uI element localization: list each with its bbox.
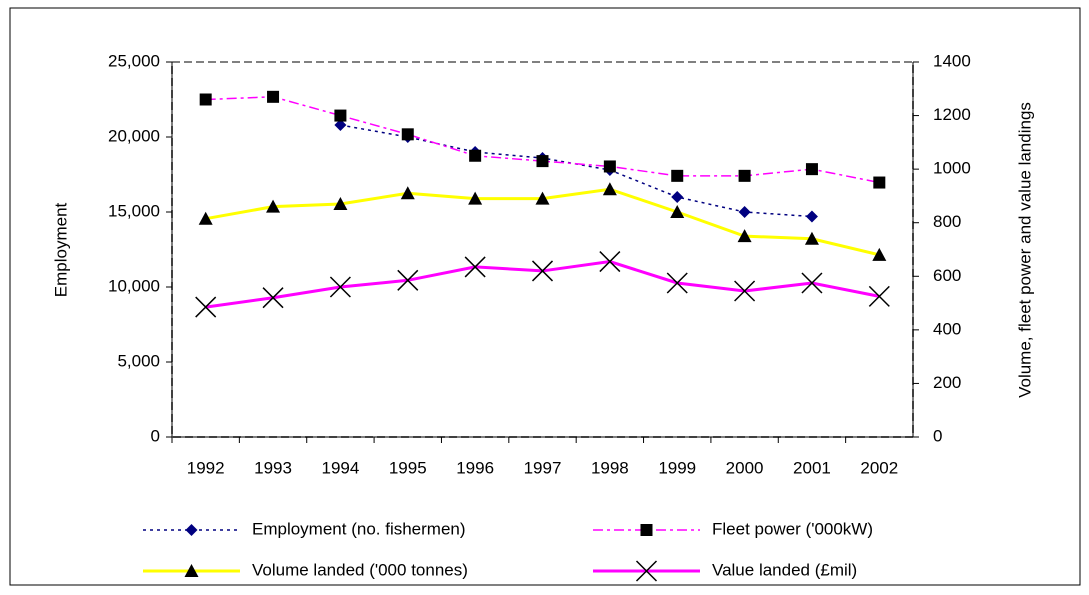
y-tick-label: 5,000 (117, 351, 160, 370)
data-point (195, 296, 217, 318)
legend-label: Fleet power ('000kW) (712, 519, 873, 538)
chart-frame (9, 7, 1081, 586)
x-tick-label: 1992 (187, 458, 225, 477)
y2-tick-label: 1400 (933, 51, 971, 70)
x-tick-label: 2002 (860, 458, 898, 477)
y-axis-label: Employment (51, 202, 70, 297)
y2-tick-label: 800 (933, 212, 961, 231)
data-point (801, 272, 823, 294)
y-tick-label: 25,000 (108, 51, 160, 70)
data-point (738, 206, 751, 218)
data-point (334, 119, 347, 131)
data-point (468, 191, 483, 205)
data-point (334, 109, 347, 122)
data-point (266, 199, 281, 213)
data-point (536, 155, 549, 168)
data-point (602, 182, 617, 196)
x-tick-label: 1997 (524, 458, 562, 477)
legend-marker (185, 524, 198, 536)
legend-marker (640, 524, 653, 536)
data-point (737, 229, 752, 243)
data-point (199, 93, 212, 106)
x-tick-label: 1998 (591, 458, 629, 477)
x-tick-label: 1999 (658, 458, 696, 477)
data-point (804, 231, 819, 245)
data-point (397, 269, 419, 291)
x-tick-label: 1994 (321, 458, 359, 477)
y2-tick-label: 400 (933, 319, 961, 338)
y2-tick-label: 200 (933, 373, 961, 392)
legend-label: Employment (no. fishermen) (252, 519, 466, 538)
x-tick-label: 2001 (793, 458, 831, 477)
legend-marker (635, 560, 658, 582)
y2-axis-label: Volume, fleet power and value landings (1015, 102, 1034, 398)
data-point (198, 211, 213, 225)
legend-label: Volume landed ('000 tonnes) (252, 560, 468, 579)
data-point (599, 251, 621, 273)
data-point (329, 276, 351, 298)
data-point (805, 210, 818, 223)
data-point (535, 191, 550, 205)
y-tick-label: 10,000 (108, 276, 160, 295)
y2-tick-label: 600 (933, 266, 961, 285)
x-tick-label: 1993 (254, 458, 292, 477)
y-tick-label: 20,000 (108, 126, 160, 145)
data-point (603, 160, 616, 173)
data-point (872, 247, 887, 261)
y2-tick-label: 1200 (933, 105, 971, 124)
data-point (805, 163, 818, 176)
data-point (333, 196, 348, 210)
data-point (873, 176, 886, 189)
data-point (738, 169, 751, 182)
y-tick-label: 0 (151, 426, 160, 445)
y2-tick-label: 1000 (933, 159, 971, 178)
data-point (666, 272, 688, 294)
data-point (262, 287, 284, 309)
y-tick-label: 15,000 (108, 201, 160, 220)
data-point (464, 256, 486, 278)
x-tick-label: 1995 (389, 458, 427, 477)
data-point (671, 191, 684, 203)
legend-label: Value landed (£mil) (712, 560, 857, 579)
legend-marker (184, 564, 199, 577)
data-point (670, 205, 685, 218)
data-point (401, 128, 414, 141)
data-point (469, 149, 482, 162)
x-tick-label: 2000 (726, 458, 764, 477)
data-point (267, 90, 280, 103)
data-point (531, 260, 554, 282)
data-point (868, 285, 890, 307)
y2-tick-label: 0 (933, 426, 942, 445)
data-point (671, 169, 684, 182)
data-point (734, 280, 756, 302)
x-tick-label: 1996 (456, 458, 494, 477)
data-point (400, 186, 415, 200)
